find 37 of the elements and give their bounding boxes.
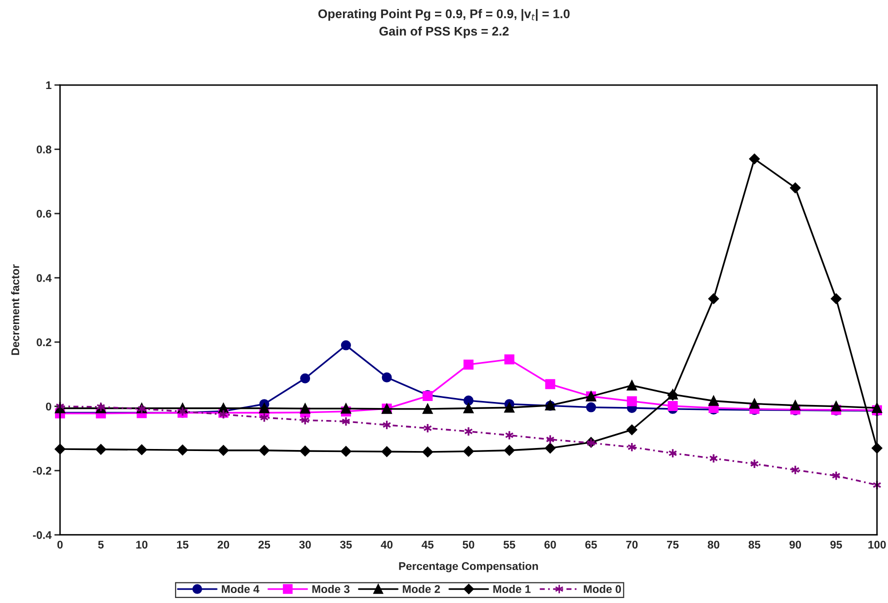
y-tick-label: 0.6: [36, 210, 52, 218]
x-axis-title: Percentage Compensation: [399, 562, 538, 572]
x-tick-label: 5: [98, 540, 104, 549]
x-tick-label: 10: [136, 540, 148, 549]
x-tick-label: 70: [626, 540, 638, 549]
x-tick-label: 45: [422, 540, 434, 549]
x-tick-label: 0: [57, 540, 63, 549]
x-tick-label: 100: [868, 540, 886, 549]
x-tick-label: 35: [340, 540, 352, 549]
x-tick-label: 50: [462, 540, 474, 549]
x-tick-label: 40: [380, 540, 393, 549]
y-axis-title: Decrement factor: [11, 264, 20, 355]
y-tick-label: 0.2: [36, 338, 52, 346]
x-tick-label: 90: [790, 540, 802, 549]
x-tick-label: 85: [748, 540, 760, 549]
x-tick-label: 30: [299, 540, 311, 549]
x-tick-label: 65: [585, 540, 597, 549]
legend-label: Mode 2: [402, 584, 440, 594]
x-tick-label: 25: [258, 540, 270, 549]
y-tick-label: -0.4: [32, 531, 52, 539]
x-tick-label: 80: [708, 540, 720, 549]
x-tick-label: 55: [504, 540, 516, 549]
y-tick-label: -0.2: [32, 466, 52, 475]
chart-title: Operating Point Pg = 0.9, Pf = 0.9, |v$_{t}$| = 1.0 Gain of PSS Kps = 2.2: [318, 9, 570, 38]
legend-label: Mode 0: [584, 584, 621, 594]
legend-label: Mode 3: [312, 584, 350, 594]
y-tick-label: 0.4: [36, 274, 52, 282]
legend-label: Mode 1: [493, 584, 531, 594]
x-tick-label: 75: [667, 540, 679, 549]
legend-label: Mode 4: [222, 584, 260, 594]
y-tick-label: 1: [46, 81, 52, 90]
x-tick-label: 60: [544, 540, 556, 549]
x-tick-label: 20: [218, 540, 230, 549]
x-tick-label: 15: [177, 540, 188, 549]
y-tick-label: 0: [46, 402, 52, 410]
x-tick-label: 95: [830, 540, 842, 549]
y-tick-label: 0.8: [36, 146, 52, 154]
